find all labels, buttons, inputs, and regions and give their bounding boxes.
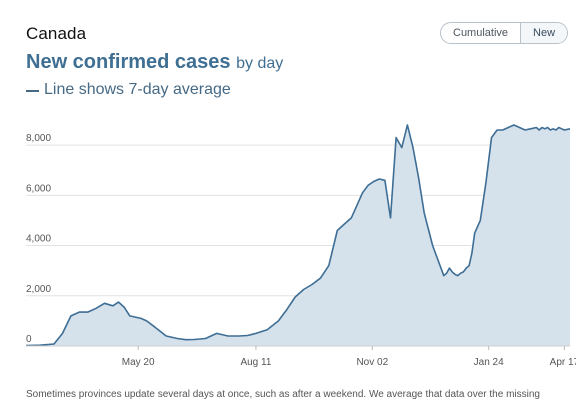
x-axis: May 20 Aug 11 Nov 02 Jan 24 Apr 17 — [26, 345, 576, 368]
x-tick-label: Jan 24 — [474, 357, 504, 368]
legend-line-icon — [26, 90, 39, 92]
x-tick-label: Apr 17 — [550, 357, 576, 368]
cumulative-button[interactable]: Cumulative — [441, 23, 522, 43]
chart-legend: Line shows 7-day average — [26, 81, 231, 99]
chart-area-layer — [25, 124, 571, 347]
y-tick-label: 8,000 — [26, 133, 51, 144]
y-tick-label: 0 — [26, 334, 32, 345]
chart-title: New confirmed cases by day — [26, 51, 283, 74]
y-tick-label: 6,000 — [26, 183, 51, 194]
region-title: Canada — [26, 24, 87, 43]
y-tick-label: 4,000 — [26, 234, 51, 245]
view-toggle: Cumulative New — [440, 22, 569, 44]
area-fill — [26, 125, 570, 346]
average-line — [25, 124, 571, 347]
new-button[interactable]: New — [521, 23, 568, 43]
chart-title-main: New confirmed cases — [26, 51, 231, 73]
legend-text: Line shows 7-day average — [44, 81, 231, 98]
x-tick-label: Nov 02 — [356, 357, 388, 368]
x-tick-label: May 20 — [122, 357, 155, 368]
footnote-text: Sometimes provinces update several days … — [26, 389, 540, 400]
x-tick-label: Aug 11 — [240, 357, 271, 368]
y-tick-label: 2,000 — [26, 284, 51, 295]
chart-title-suffix: by day — [236, 55, 284, 72]
y-axis: 0 2,000 4,000 6,000 8,000 — [26, 133, 51, 345]
